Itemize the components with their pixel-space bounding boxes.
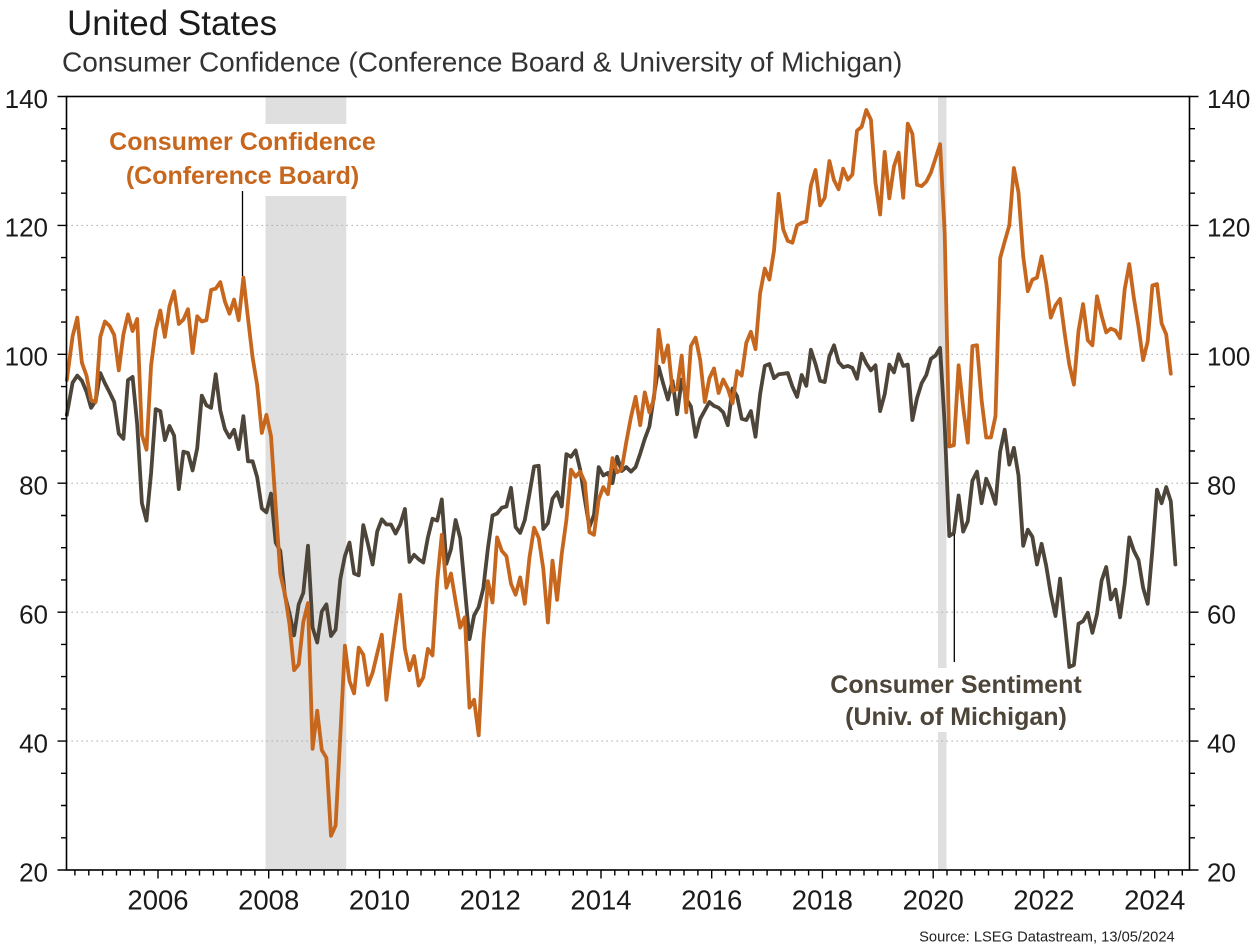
svg-text:2010: 2010: [349, 885, 410, 916]
svg-text:60: 60: [1207, 600, 1236, 630]
svg-text:2018: 2018: [792, 885, 853, 916]
svg-text:2024: 2024: [1124, 885, 1185, 916]
svg-text:100: 100: [1207, 342, 1250, 372]
svg-text:140: 140: [5, 84, 48, 114]
svg-text:United States: United States: [67, 4, 277, 43]
svg-text:2020: 2020: [903, 885, 964, 916]
svg-text:120: 120: [5, 213, 48, 243]
svg-text:40: 40: [1207, 728, 1236, 758]
svg-text:2016: 2016: [681, 885, 742, 916]
svg-text:(Conference Board): (Conference Board): [126, 162, 359, 190]
svg-text:140: 140: [1207, 84, 1250, 114]
svg-text:Source: LSEG Datastream, 13/05: Source: LSEG Datastream, 13/05/2024: [919, 930, 1175, 946]
svg-text:Consumer Sentiment: Consumer Sentiment: [830, 671, 1082, 699]
svg-text:80: 80: [19, 471, 48, 501]
svg-text:100: 100: [5, 342, 48, 372]
svg-text:Consumer Confidence: Consumer Confidence: [109, 128, 376, 156]
svg-text:Consumer Confidence (Conferenc: Consumer Confidence (Conference Board & …: [62, 46, 902, 77]
svg-text:(Univ. of Michigan): (Univ. of Michigan): [845, 703, 1067, 731]
svg-text:2012: 2012: [460, 885, 521, 916]
svg-text:2014: 2014: [570, 885, 631, 916]
svg-text:2022: 2022: [1013, 885, 1074, 916]
svg-text:20: 20: [19, 857, 48, 887]
svg-text:2006: 2006: [127, 885, 188, 916]
svg-text:80: 80: [1207, 471, 1236, 501]
svg-text:20: 20: [1207, 857, 1236, 887]
svg-text:40: 40: [19, 728, 48, 758]
svg-text:120: 120: [1207, 213, 1250, 243]
svg-text:60: 60: [19, 600, 48, 630]
svg-text:2008: 2008: [238, 885, 299, 916]
